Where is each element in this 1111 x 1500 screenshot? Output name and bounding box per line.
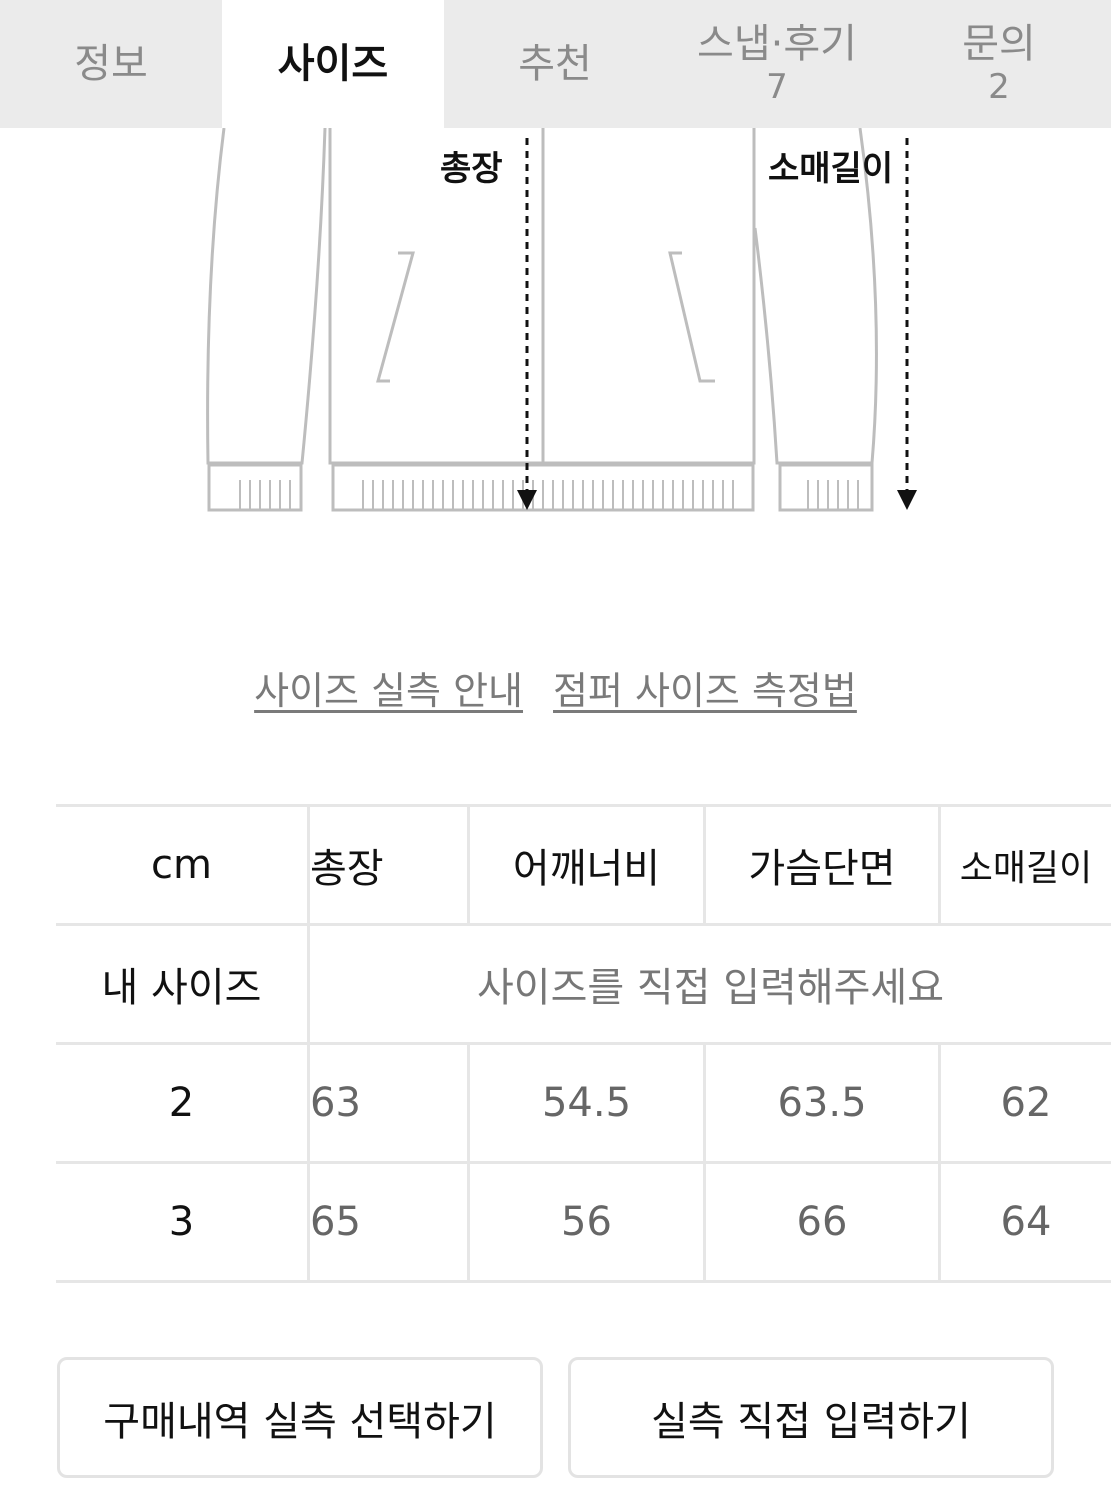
rib-lines (239, 480, 859, 510)
table-header-row: cm 총장 어깨너비 가슴단면 소매길이 (56, 804, 1111, 923)
header-cell: 가슴단면 (703, 807, 938, 923)
tab-reviews[interactable]: 스냅·후기 7 (666, 0, 888, 128)
tab-label: 추천 (518, 41, 592, 87)
header-cell: 총장 (307, 807, 467, 923)
length-label: 총장 (440, 149, 503, 189)
tab-count: 2 (988, 67, 1010, 107)
value-cell: 65 (307, 1164, 467, 1280)
size-guide-link[interactable]: 사이즈 실측 안내 (254, 669, 524, 713)
header-cell: 어깨너비 (467, 807, 703, 923)
tab-bar: 정보 사이즈 추천 스냅·후기 7 문의 2 (0, 0, 1111, 128)
value-cell: 56 (467, 1164, 703, 1280)
value-cell: 66 (703, 1164, 938, 1280)
purchase-history-measure-button[interactable]: 구매내역 실측 선택하기 (57, 1357, 543, 1478)
size-cell: 2 (168, 1080, 195, 1126)
unit-cell: cm (151, 842, 212, 888)
value-cell: 63.5 (703, 1045, 938, 1161)
my-size-input[interactable]: 사이즈를 직접 입력해주세요 (307, 926, 1111, 1042)
tab-label: 스냅·후기 (697, 21, 857, 67)
value-cell: 62 (938, 1045, 1111, 1161)
measure-method-link[interactable]: 점퍼 사이즈 측정법 (553, 669, 857, 713)
tab-inquiry[interactable]: 문의 2 (888, 0, 1110, 128)
tab-recommend[interactable]: 추천 (444, 0, 666, 128)
table-row: 3 65 56 66 64 (56, 1161, 1111, 1283)
tab-count: 7 (766, 67, 788, 107)
my-size-row: 내 사이즈 사이즈를 직접 입력해주세요 (56, 923, 1111, 1042)
size-table: cm 총장 어깨너비 가슴단면 소매길이 내 사이즈 사이즈를 직접 입력해주세… (56, 804, 1111, 1283)
tab-label: 문의 (962, 21, 1036, 67)
table-row: 2 63 54.5 63.5 62 (56, 1042, 1111, 1161)
tab-size[interactable]: 사이즈 (222, 0, 444, 128)
tab-label: 정보 (74, 41, 148, 87)
manual-measure-input-button[interactable]: 실측 직접 입력하기 (568, 1357, 1054, 1478)
my-size-label: 내 사이즈 (101, 965, 262, 1011)
value-cell: 64 (938, 1164, 1111, 1280)
sleeve-label: 소매길이 (768, 149, 893, 189)
guide-links: 사이즈 실측 안내 점퍼 사이즈 측정법 (0, 660, 1111, 715)
tab-label: 사이즈 (277, 41, 389, 87)
size-cell: 3 (168, 1199, 195, 1245)
header-cell: 소매길이 (938, 807, 1111, 923)
measure-lines (517, 138, 917, 510)
tab-info[interactable]: 정보 (0, 0, 222, 128)
jacket-outline (206, 128, 878, 512)
value-cell: 54.5 (467, 1045, 703, 1161)
jacket-size-diagram: 총장 소매길이 (206, 128, 917, 512)
value-cell: 63 (307, 1045, 467, 1161)
